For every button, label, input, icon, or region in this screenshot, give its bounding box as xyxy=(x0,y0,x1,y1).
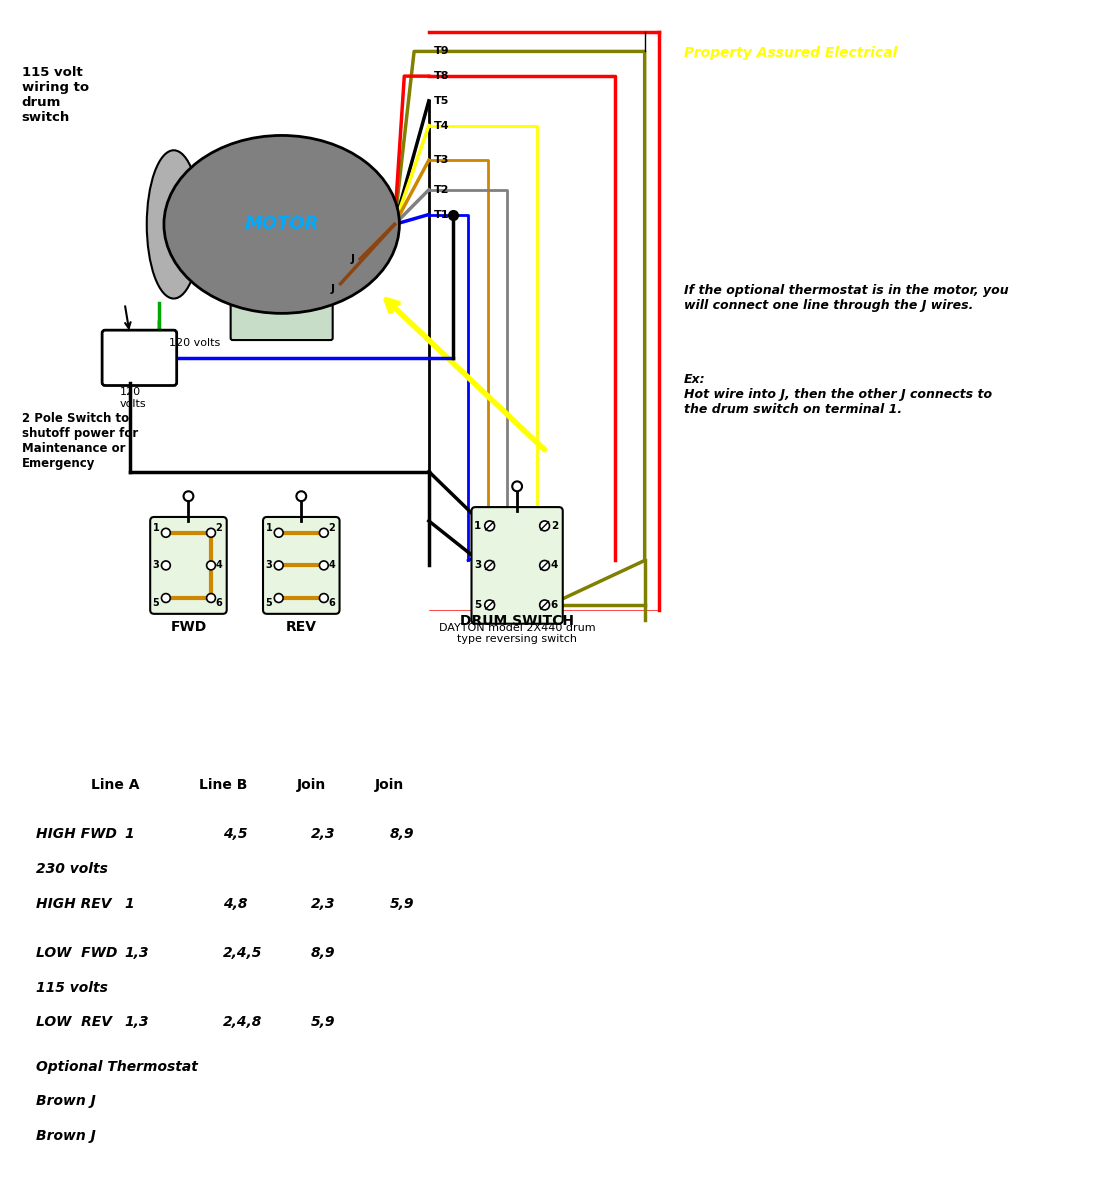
Text: 2 Pole Switch to
shutoff power for
Maintenance or
Emergency: 2 Pole Switch to shutoff power for Maint… xyxy=(22,412,138,470)
Text: 1: 1 xyxy=(153,523,159,533)
Circle shape xyxy=(319,594,328,602)
Circle shape xyxy=(274,528,283,538)
Text: DAYTON model 2X440 drum
type reversing switch: DAYTON model 2X440 drum type reversing s… xyxy=(439,623,595,644)
Text: Line B: Line B xyxy=(199,778,248,792)
Circle shape xyxy=(162,528,170,538)
Text: 6: 6 xyxy=(551,600,558,610)
Text: 5: 5 xyxy=(265,598,273,608)
Text: If the optional thermostat is in the motor, you
will connect one line through th: If the optional thermostat is in the mot… xyxy=(684,283,1009,312)
Circle shape xyxy=(274,594,283,602)
Text: T2: T2 xyxy=(433,185,449,194)
Text: Join: Join xyxy=(375,778,404,792)
Circle shape xyxy=(485,521,495,530)
Text: Property Assured Electrical: Property Assured Electrical xyxy=(684,47,898,60)
Text: 2: 2 xyxy=(551,521,558,530)
Text: 8,9: 8,9 xyxy=(389,827,414,841)
Text: 120 volts: 120 volts xyxy=(168,338,220,348)
Text: 4,8: 4,8 xyxy=(223,896,248,911)
FancyBboxPatch shape xyxy=(102,330,177,385)
Text: FWD: FWD xyxy=(170,619,207,634)
Text: 8,9: 8,9 xyxy=(311,946,336,960)
Text: 4: 4 xyxy=(216,560,222,570)
Text: 1: 1 xyxy=(124,896,134,911)
Text: Optional Thermostat: Optional Thermostat xyxy=(36,1060,198,1074)
Text: T5: T5 xyxy=(433,96,449,106)
Circle shape xyxy=(207,560,216,570)
Text: 1,3: 1,3 xyxy=(124,1015,150,1030)
Text: 4,5: 4,5 xyxy=(223,827,248,841)
Text: Line A: Line A xyxy=(90,778,139,792)
Text: Join: Join xyxy=(297,778,326,792)
Text: 1: 1 xyxy=(265,523,273,533)
Text: 3: 3 xyxy=(265,560,273,570)
Text: 3: 3 xyxy=(474,560,482,570)
Text: MOTOR: MOTOR xyxy=(244,215,319,233)
Text: T9: T9 xyxy=(433,47,450,56)
Circle shape xyxy=(162,594,170,602)
Text: 115 volt
wiring to
drum
switch: 115 volt wiring to drum switch xyxy=(22,66,89,125)
Circle shape xyxy=(274,560,283,570)
Text: 4: 4 xyxy=(551,560,558,570)
Text: REV: REV xyxy=(286,619,317,634)
Text: 2: 2 xyxy=(216,523,222,533)
Text: T1: T1 xyxy=(433,210,449,220)
Text: 5,9: 5,9 xyxy=(311,1015,336,1030)
Circle shape xyxy=(162,560,170,570)
Text: 115 volts: 115 volts xyxy=(36,980,108,995)
Text: J: J xyxy=(331,283,334,294)
Text: DRUM SWITCH: DRUM SWITCH xyxy=(460,613,574,628)
FancyBboxPatch shape xyxy=(472,508,563,624)
Circle shape xyxy=(513,481,522,491)
Circle shape xyxy=(540,600,550,610)
Circle shape xyxy=(184,491,194,502)
Text: 5: 5 xyxy=(153,598,159,608)
Circle shape xyxy=(319,528,328,538)
Circle shape xyxy=(207,594,216,602)
Text: 2,3: 2,3 xyxy=(311,827,336,841)
Text: 5: 5 xyxy=(474,600,482,610)
Text: 2: 2 xyxy=(328,523,336,533)
Text: Brown J: Brown J xyxy=(36,1129,96,1142)
Text: 2,4,5: 2,4,5 xyxy=(223,946,262,960)
Circle shape xyxy=(485,560,495,570)
Circle shape xyxy=(540,560,550,570)
FancyBboxPatch shape xyxy=(151,517,227,614)
Text: 6: 6 xyxy=(216,598,222,608)
Circle shape xyxy=(207,528,216,538)
Text: LOW  REV: LOW REV xyxy=(36,1015,112,1030)
Text: 4: 4 xyxy=(328,560,336,570)
Text: 2,3: 2,3 xyxy=(311,896,336,911)
Text: T3: T3 xyxy=(433,155,449,166)
Text: HIGH FWD: HIGH FWD xyxy=(36,827,118,841)
Text: 1: 1 xyxy=(474,521,482,530)
FancyBboxPatch shape xyxy=(231,301,332,340)
Text: 6: 6 xyxy=(328,598,336,608)
Text: T8: T8 xyxy=(433,71,449,82)
Text: T4: T4 xyxy=(433,120,450,131)
Ellipse shape xyxy=(146,150,200,299)
Circle shape xyxy=(296,491,306,502)
FancyBboxPatch shape xyxy=(263,517,340,614)
Text: 5,9: 5,9 xyxy=(389,896,414,911)
Text: 120
volts: 120 volts xyxy=(120,388,146,409)
Text: HIGH REV: HIGH REV xyxy=(36,896,112,911)
Text: 230 volts: 230 volts xyxy=(36,862,108,876)
Ellipse shape xyxy=(164,136,399,313)
Circle shape xyxy=(319,560,328,570)
Text: J: J xyxy=(350,254,354,264)
Text: Ex:
Hot wire into J, then the other J connects to
the drum switch on terminal 1.: Ex: Hot wire into J, then the other J co… xyxy=(684,373,992,415)
Text: 1,3: 1,3 xyxy=(124,946,150,960)
Text: LOW  FWD: LOW FWD xyxy=(36,946,118,960)
Text: 1: 1 xyxy=(124,827,134,841)
Circle shape xyxy=(485,600,495,610)
Text: 2,4,8: 2,4,8 xyxy=(223,1015,262,1030)
Text: Brown J: Brown J xyxy=(36,1094,96,1109)
Text: 3: 3 xyxy=(153,560,159,570)
Circle shape xyxy=(540,521,550,530)
